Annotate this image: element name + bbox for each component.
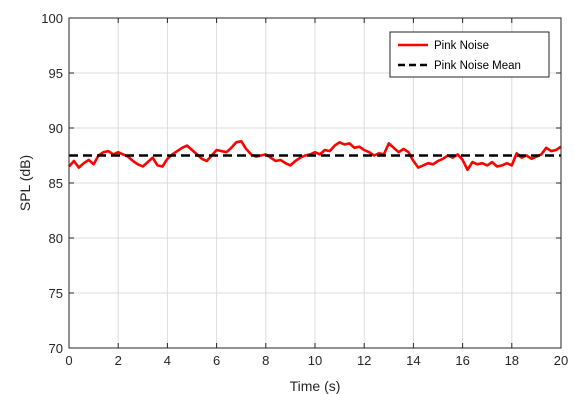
legend-label: Pink Noise bbox=[434, 40, 489, 52]
x-tick-label: 6 bbox=[213, 353, 220, 368]
legend: Pink Noise Pink Noise Mean bbox=[389, 31, 550, 78]
x-tick-label: 16 bbox=[455, 353, 469, 368]
x-tick-label: 2 bbox=[115, 353, 122, 368]
x-tick-label: 14 bbox=[406, 353, 420, 368]
x-tick-label: 0 bbox=[65, 353, 72, 368]
y-tick-label: 75 bbox=[49, 286, 63, 301]
x-tick-label: 10 bbox=[308, 353, 322, 368]
y-tick-label: 80 bbox=[49, 231, 63, 246]
axes: 0 2 4 6 8 10 12 14 16 18 20 70 75 80 85 90 95 100 bbox=[41, 11, 568, 368]
y-tick-label: 100 bbox=[41, 11, 63, 26]
y-tick-label: 90 bbox=[49, 121, 63, 136]
x-tick-label: 12 bbox=[357, 353, 371, 368]
x-tick-label: 4 bbox=[164, 353, 171, 368]
x-tick-label: 8 bbox=[262, 353, 269, 368]
y-tick-label: 95 bbox=[49, 66, 63, 81]
y-axis-label: SPL (dB) bbox=[17, 155, 33, 211]
y-tick-label: 70 bbox=[49, 341, 63, 356]
legend-box bbox=[389, 31, 550, 78]
series-line-pink-noise bbox=[68, 139, 562, 172]
legend-label: Pink Noise Mean bbox=[434, 60, 521, 72]
y-tick-label: 85 bbox=[49, 176, 63, 191]
x-axis-label: Time (s) bbox=[290, 378, 341, 394]
x-tick-label: 20 bbox=[554, 353, 568, 368]
x-tick-label: 18 bbox=[505, 353, 519, 368]
